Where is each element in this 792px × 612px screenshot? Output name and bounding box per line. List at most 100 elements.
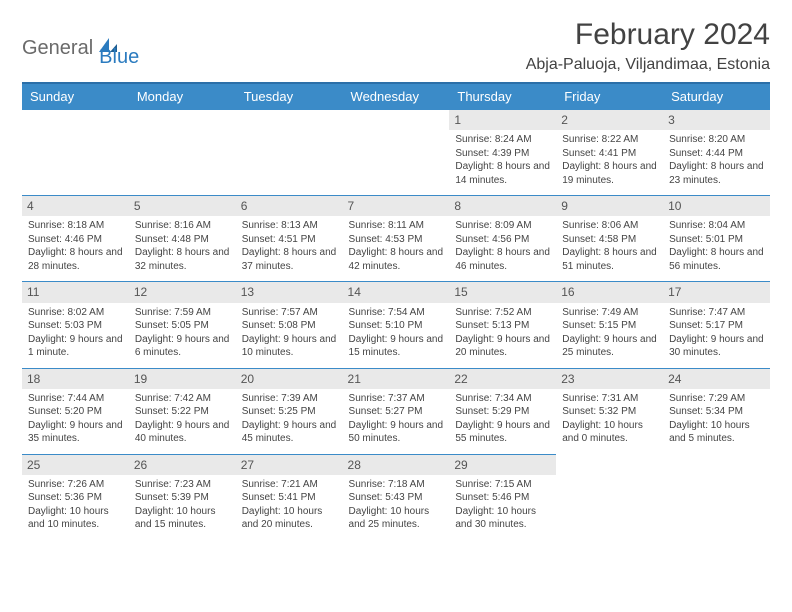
sunset-line: Sunset: 5:25 PM (242, 405, 337, 419)
calendar-day-cell: 13Sunrise: 7:57 AMSunset: 5:08 PMDayligh… (236, 282, 343, 368)
calendar-day-cell: 17Sunrise: 7:47 AMSunset: 5:17 PMDayligh… (663, 282, 770, 368)
logo-text-general: General (22, 37, 93, 60)
calendar-week-row: 4Sunrise: 8:18 AMSunset: 4:46 PMDaylight… (22, 196, 770, 282)
calendar-day-cell: 5 Sunrise: 8:16 AMSunset: 4:48 PMDaylight… (129, 196, 236, 282)
calendar-day-cell: 6Sunrise: 8:13 AMSunset: 4:51 PMDaylight… (236, 196, 343, 282)
daylight-line: Daylight: 9 hours and 10 minutes. (242, 333, 337, 360)
calendar-day-cell: 24Sunrise: 7:29 AMSunset: 5:34 PMDayligh… (663, 368, 770, 454)
daylight-line: Daylight: 9 hours and 15 minutes. (349, 333, 444, 360)
daylight-line: Daylight: 10 hours and 15 minutes. (135, 505, 230, 532)
calendar-day-cell (236, 110, 343, 196)
sunrise-line: Sunrise: 7:21 AM (242, 478, 337, 492)
daylight-line: Daylight: 10 hours and 30 minutes. (455, 505, 550, 532)
month-title: February 2024 (526, 18, 770, 52)
sunset-line: Sunset: 5:39 PM (135, 491, 230, 505)
calendar-day-cell: 8Sunrise: 8:09 AMSunset: 4:56 PMDaylight… (449, 196, 556, 282)
day-number: 5 (129, 196, 236, 216)
sunrise-line: Sunrise: 8:11 AM (349, 219, 444, 233)
calendar-day-cell: 2Sunrise: 8:22 AMSunset: 4:41 PMDaylight… (556, 110, 663, 196)
day-number: 22 (449, 369, 556, 389)
page-header: General Blue February 2024 Abja-Paluoja,… (22, 18, 770, 74)
sunset-line: Sunset: 5:01 PM (669, 233, 764, 247)
sunset-line: Sunset: 5:05 PM (135, 319, 230, 333)
day-number: 14 (343, 282, 450, 302)
sunset-line: Sunset: 5:08 PM (242, 319, 337, 333)
day-of-week-header: Friday (556, 83, 663, 110)
calendar-day-cell: 3Sunrise: 8:20 AMSunset: 4:44 PMDaylight… (663, 110, 770, 196)
sunset-line: Sunset: 4:46 PM (28, 233, 123, 247)
sunrise-line: Sunrise: 8:24 AM (455, 133, 550, 147)
sunrise-line: Sunrise: 7:49 AM (562, 306, 657, 320)
calendar-day-cell (556, 454, 663, 540)
sunset-line: Sunset: 5:17 PM (669, 319, 764, 333)
sunset-line: Sunset: 4:56 PM (455, 233, 550, 247)
day-number: 26 (129, 455, 236, 475)
calendar-day-cell (129, 110, 236, 196)
calendar-body: 1Sunrise: 8:24 AMSunset: 4:39 PMDaylight… (22, 110, 770, 541)
sunset-line: Sunset: 5:36 PM (28, 491, 123, 505)
calendar-day-cell (343, 110, 450, 196)
sunrise-line: Sunrise: 8:02 AM (28, 306, 123, 320)
calendar-day-cell: 23Sunrise: 7:31 AMSunset: 5:32 PMDayligh… (556, 368, 663, 454)
daylight-line: Daylight: 9 hours and 45 minutes. (242, 419, 337, 446)
sunset-line: Sunset: 5:03 PM (28, 319, 123, 333)
day-of-week-header: Sunday (22, 83, 129, 110)
daylight-line: Daylight: 8 hours and 23 minutes. (669, 160, 764, 187)
sunset-line: Sunset: 5:13 PM (455, 319, 550, 333)
day-number: 28 (343, 455, 450, 475)
calendar-day-cell: 19Sunrise: 7:42 AMSunset: 5:22 PMDayligh… (129, 368, 236, 454)
daylight-line: Daylight: 8 hours and 37 minutes. (242, 246, 337, 273)
sunrise-line: Sunrise: 7:31 AM (562, 392, 657, 406)
sunrise-line: Sunrise: 7:59 AM (135, 306, 230, 320)
daylight-line: Daylight: 8 hours and 46 minutes. (455, 246, 550, 273)
day-number: 7 (343, 196, 450, 216)
sunrise-line: Sunrise: 7:18 AM (349, 478, 444, 492)
daylight-line: Daylight: 9 hours and 50 minutes. (349, 419, 444, 446)
calendar-day-cell: 25Sunrise: 7:26 AMSunset: 5:36 PMDayligh… (22, 454, 129, 540)
day-number: 15 (449, 282, 556, 302)
sunset-line: Sunset: 4:41 PM (562, 147, 657, 161)
calendar-day-cell: 26Sunrise: 7:23 AMSunset: 5:39 PMDayligh… (129, 454, 236, 540)
day-of-week-header-row: SundayMondayTuesdayWednesdayThursdayFrid… (22, 83, 770, 110)
calendar-day-cell (22, 110, 129, 196)
day-of-week-header: Wednesday (343, 83, 450, 110)
calendar-day-cell: 7Sunrise: 8:11 AMSunset: 4:53 PMDaylight… (343, 196, 450, 282)
daylight-line: Daylight: 10 hours and 25 minutes. (349, 505, 444, 532)
sunset-line: Sunset: 4:48 PM (135, 233, 230, 247)
daylight-line: Daylight: 9 hours and 55 minutes. (455, 419, 550, 446)
sunset-line: Sunset: 5:46 PM (455, 491, 550, 505)
day-number: 2 (556, 110, 663, 130)
daylight-line: Daylight: 10 hours and 0 minutes. (562, 419, 657, 446)
daylight-line: Daylight: 8 hours and 56 minutes. (669, 246, 764, 273)
day-number: 19 (129, 369, 236, 389)
day-of-week-header: Thursday (449, 83, 556, 110)
day-number: 6 (236, 196, 343, 216)
sunrise-line: Sunrise: 8:20 AM (669, 133, 764, 147)
calendar-day-cell: 14Sunrise: 7:54 AMSunset: 5:10 PMDayligh… (343, 282, 450, 368)
day-number: 18 (22, 369, 129, 389)
day-number: 3 (663, 110, 770, 130)
day-of-week-header: Tuesday (236, 83, 343, 110)
sunrise-line: Sunrise: 8:09 AM (455, 219, 550, 233)
calendar-day-cell: 28Sunrise: 7:18 AMSunset: 5:43 PMDayligh… (343, 454, 450, 540)
day-number: 29 (449, 455, 556, 475)
daylight-line: Daylight: 10 hours and 5 minutes. (669, 419, 764, 446)
daylight-line: Daylight: 10 hours and 10 minutes. (28, 505, 123, 532)
daylight-line: Daylight: 9 hours and 35 minutes. (28, 419, 123, 446)
sunrise-line: Sunrise: 8:16 AM (135, 219, 230, 233)
day-number: 27 (236, 455, 343, 475)
calendar-table: SundayMondayTuesdayWednesdayThursdayFrid… (22, 82, 770, 540)
day-number: 10 (663, 196, 770, 216)
calendar-day-cell: 10Sunrise: 8:04 AMSunset: 5:01 PMDayligh… (663, 196, 770, 282)
sunrise-line: Sunrise: 8:06 AM (562, 219, 657, 233)
calendar-day-cell: 15Sunrise: 7:52 AMSunset: 5:13 PMDayligh… (449, 282, 556, 368)
calendar-day-cell: 1Sunrise: 8:24 AMSunset: 4:39 PMDaylight… (449, 110, 556, 196)
day-of-week-header: Monday (129, 83, 236, 110)
daylight-line: Daylight: 8 hours and 32 minutes. (135, 246, 230, 273)
calendar-day-cell: 20Sunrise: 7:39 AMSunset: 5:25 PMDayligh… (236, 368, 343, 454)
daylight-line: Daylight: 8 hours and 19 minutes. (562, 160, 657, 187)
day-number: 16 (556, 282, 663, 302)
daylight-line: Daylight: 8 hours and 51 minutes. (562, 246, 657, 273)
daylight-line: Daylight: 9 hours and 1 minute. (28, 333, 123, 360)
sunset-line: Sunset: 5:27 PM (349, 405, 444, 419)
